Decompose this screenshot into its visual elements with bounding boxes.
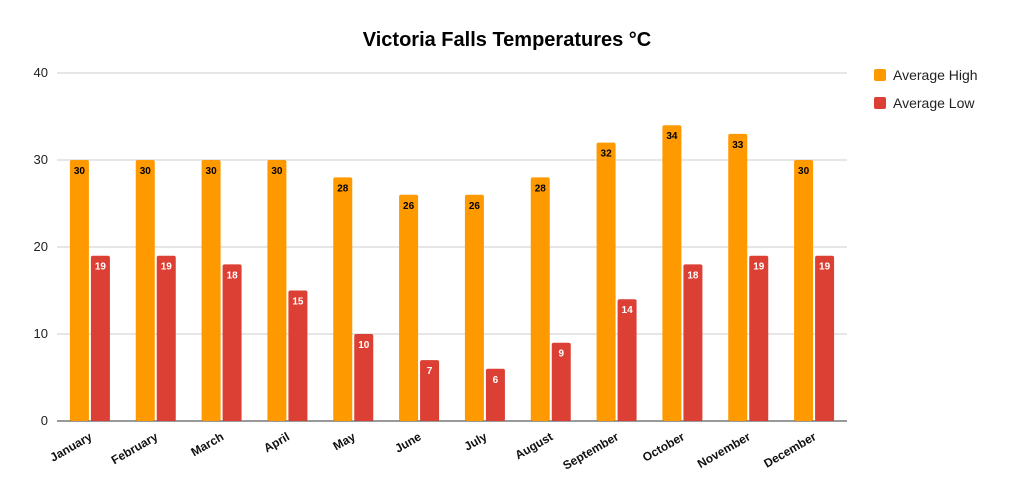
bar <box>399 194 419 421</box>
bar <box>749 255 769 421</box>
data-label: 34 <box>666 131 678 142</box>
y-tick-label: 20 <box>34 239 48 254</box>
bar <box>201 160 221 421</box>
data-label: 18 <box>227 270 239 281</box>
bar <box>90 255 110 421</box>
legend-label: Average High <box>893 67 978 83</box>
legend-label: Average Low <box>893 95 975 111</box>
data-label: 14 <box>622 305 634 316</box>
x-tick-label: May <box>331 429 358 453</box>
bar <box>156 255 176 421</box>
x-tick-label: November <box>695 429 753 471</box>
data-label: 26 <box>469 201 481 212</box>
bar <box>135 160 155 421</box>
y-tick-label: 30 <box>34 152 48 167</box>
data-label: 30 <box>74 166 86 177</box>
bar <box>485 368 505 421</box>
bar <box>551 342 571 421</box>
bar <box>464 194 484 421</box>
chart-title: Victoria Falls Temperatures °C <box>363 29 651 51</box>
bar <box>354 334 374 421</box>
x-tick-label: December <box>761 429 819 470</box>
data-label: 19 <box>161 262 173 273</box>
y-axis: 0 10 20 30 40 <box>34 65 48 428</box>
bar <box>333 177 353 421</box>
y-tick-label: 10 <box>34 326 48 341</box>
x-tick-label: August <box>512 429 555 462</box>
data-label: 32 <box>601 149 613 160</box>
data-label: 10 <box>358 340 370 351</box>
bar <box>530 177 550 421</box>
x-tick-label: January <box>48 429 95 464</box>
legend-swatch <box>874 69 886 81</box>
data-label: 28 <box>337 183 349 194</box>
bar <box>683 264 703 421</box>
data-label: 19 <box>95 262 107 273</box>
data-label: 30 <box>206 166 218 177</box>
gridlines <box>57 72 847 422</box>
data-label: 9 <box>558 349 564 360</box>
bar <box>267 160 287 421</box>
data-label: 28 <box>535 183 547 194</box>
x-axis: January February March April May June July Augu… <box>48 429 819 472</box>
bar <box>815 255 835 421</box>
legend-swatch <box>874 97 886 109</box>
bar <box>617 299 637 421</box>
x-tick-label: October <box>640 429 687 464</box>
data-label: 19 <box>819 262 831 273</box>
x-tick-label: April <box>261 429 292 455</box>
x-tick-label: September <box>560 429 621 472</box>
data-label: 30 <box>798 166 810 177</box>
data-label: 30 <box>140 166 152 177</box>
bar <box>69 160 89 421</box>
bar <box>728 133 748 421</box>
data-label: 18 <box>687 270 699 281</box>
bar <box>222 264 242 421</box>
data-label: 19 <box>753 262 765 273</box>
bar <box>596 142 616 421</box>
y-tick-label: 0 <box>41 413 48 428</box>
bar <box>288 290 308 421</box>
data-label: 15 <box>292 297 304 308</box>
bar <box>662 125 682 421</box>
x-tick-label: February <box>109 429 161 467</box>
data-label: 7 <box>427 366 433 377</box>
x-tick-label: March <box>188 429 226 459</box>
x-tick-label: June <box>392 429 424 455</box>
data-label: 33 <box>732 140 744 151</box>
legend: Average High Average Low <box>874 67 978 111</box>
bars: 30 19 30 19 30 18 30 15 28 10 26 7 26 6 28 9 32 14 34 18 33 1… <box>69 125 835 421</box>
data-label: 26 <box>403 201 415 212</box>
bar <box>420 360 440 421</box>
y-tick-label: 40 <box>34 65 48 80</box>
data-label: 30 <box>271 166 283 177</box>
data-label: 6 <box>493 375 499 386</box>
bar <box>794 160 814 421</box>
x-tick-label: July <box>462 429 490 453</box>
